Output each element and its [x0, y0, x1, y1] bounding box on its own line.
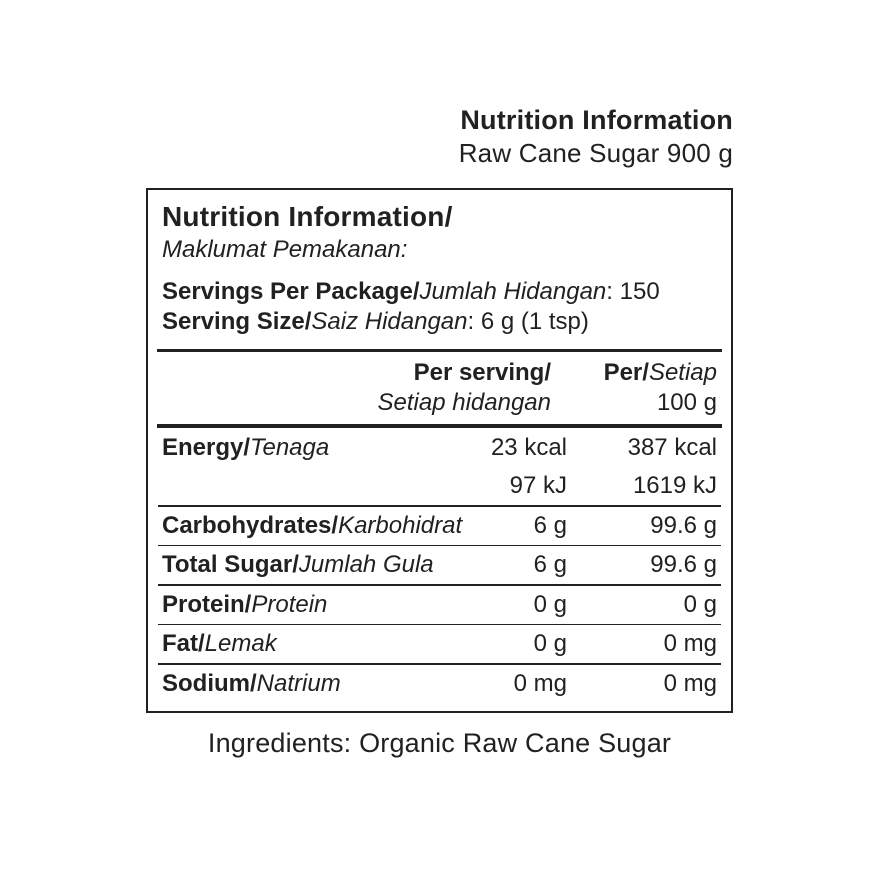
column-header-per-serving: Per serving/ Setiap hidangan [378, 358, 551, 418]
row-value-per-100g: 1619 kJ [632, 472, 717, 499]
row-label-en: Energy/ [162, 434, 251, 461]
row-label-ms: Lemak [204, 630, 277, 657]
servings-per-package-value: : 150 [606, 278, 660, 305]
row-value-per-100g: 99.6 g [650, 511, 717, 539]
row-value-per-100g: 0 mg [663, 669, 717, 697]
row-label-en: Carbohydrates/ [162, 511, 339, 539]
nutrient-row-sodium: Sodium/Natrium 0 mg 0 mg [162, 665, 717, 703]
nutrient-row-protein: Protein/Protein 0 g 0 g [162, 586, 717, 624]
per-100g-line1: Per/Setiap [567, 358, 717, 388]
column-header-per-100g: Per/Setiap 100 g [567, 358, 717, 418]
per-100g-italic: Setiap [648, 358, 717, 386]
row-value-per-serving: 23 kcal [490, 434, 567, 461]
panel-heading-ms: Maklumat Pemakanan: [162, 236, 408, 263]
row-divider [158, 623, 721, 625]
nutrient-row-total-sugar: Total Sugar/Jumlah Gula 6 g 99.6 g [162, 546, 717, 584]
row-divider [158, 505, 721, 507]
row-label-ms: Tenaga [250, 434, 330, 461]
row-label-ms: Karbohidrat [338, 511, 463, 539]
row-value-per-100g: 0 mg [663, 630, 717, 657]
row-label-ms: Jumlah Gula [298, 551, 434, 578]
per-100g-bold: Per/ [603, 358, 649, 386]
ingredients: Ingredients: Organic Raw Cane Sugar [207, 727, 672, 758]
row-divider [158, 584, 721, 586]
divider-medium [157, 349, 722, 352]
nutrition-panel: Nutrition Information/ Maklumat Pemakana… [146, 188, 733, 713]
panel-heading-en: Nutrition Information/ [162, 201, 453, 232]
serving-size-label-ms: Saiz Hidangan [311, 308, 468, 335]
serving-size-label-en: Serving Size/ [162, 308, 312, 335]
servings-per-package: Servings Per Package/Jumlah Hidangan: 15… [162, 277, 717, 307]
per-serving-line1: Per serving/ [413, 358, 551, 386]
content-column: Nutrition Information Raw Cane Sugar 900… [146, 104, 733, 760]
servings-per-package-label-ms: Jumlah Hidangan [419, 278, 607, 305]
row-label-ms: Natrium [256, 669, 341, 697]
per-serving-line2: Setiap hidangan [377, 388, 551, 416]
servings-per-package-label-en: Servings Per Package/ [162, 278, 420, 305]
page-title: Nutrition Information [460, 105, 733, 135]
product-name: Raw Cane Sugar 900 g [458, 138, 733, 168]
column-headers: Per serving/ Setiap hidangan Per/Setiap … [148, 352, 731, 424]
row-label-en: Sodium/ [162, 669, 257, 697]
per-100g-line2: 100 g [656, 388, 717, 416]
serving-size: Serving Size/Saiz Hidangan: 6 g (1 tsp) [162, 307, 717, 337]
row-value-per-serving: 0 g [533, 630, 567, 657]
row-value-per-serving: 0 g [533, 590, 567, 618]
row-value-per-serving: 0 mg [513, 669, 567, 697]
row-value-per-serving: 97 kJ [509, 472, 567, 499]
serving-size-value: : 6 g (1 tsp) [467, 308, 589, 335]
row-value-per-100g: 99.6 g [650, 551, 717, 578]
serving-info: Servings Per Package/Jumlah Hidangan: 15… [148, 265, 731, 337]
row-label-ms: Protein [251, 590, 328, 618]
row-label-en: Fat/ [162, 630, 205, 657]
nutrient-row-fat: Fat/Lemak 0 g 0 mg [162, 625, 717, 663]
row-value-per-serving: 6 g [533, 511, 567, 539]
nutrient-row-carbohydrates: Carbohydrates/Karbohidrat 6 g 99.6 g [162, 507, 717, 545]
panel-header: Nutrition Information/ Maklumat Pemakana… [148, 190, 731, 265]
nutrient-row-energy-kcal: Energy/Tenaga 23 kcal 387 kcal [162, 429, 717, 467]
row-value-per-serving: 6 g [533, 551, 567, 578]
row-divider [158, 663, 721, 665]
title-block: Nutrition Information Raw Cane Sugar 900… [146, 104, 733, 169]
divider-thick [157, 423, 722, 428]
nutrient-row-energy-kj: 97 kJ 1619 kJ [162, 467, 717, 505]
row-label-en: Protein/ [162, 590, 252, 618]
row-divider [158, 544, 721, 546]
row-label-en: Total Sugar/ [162, 551, 299, 578]
row-value-per-100g: 0 g [683, 590, 717, 618]
nutrient-rows: Energy/Tenaga 23 kcal 387 kcal 97 kJ 161… [148, 428, 731, 711]
row-value-per-100g: 387 kcal [627, 434, 717, 461]
